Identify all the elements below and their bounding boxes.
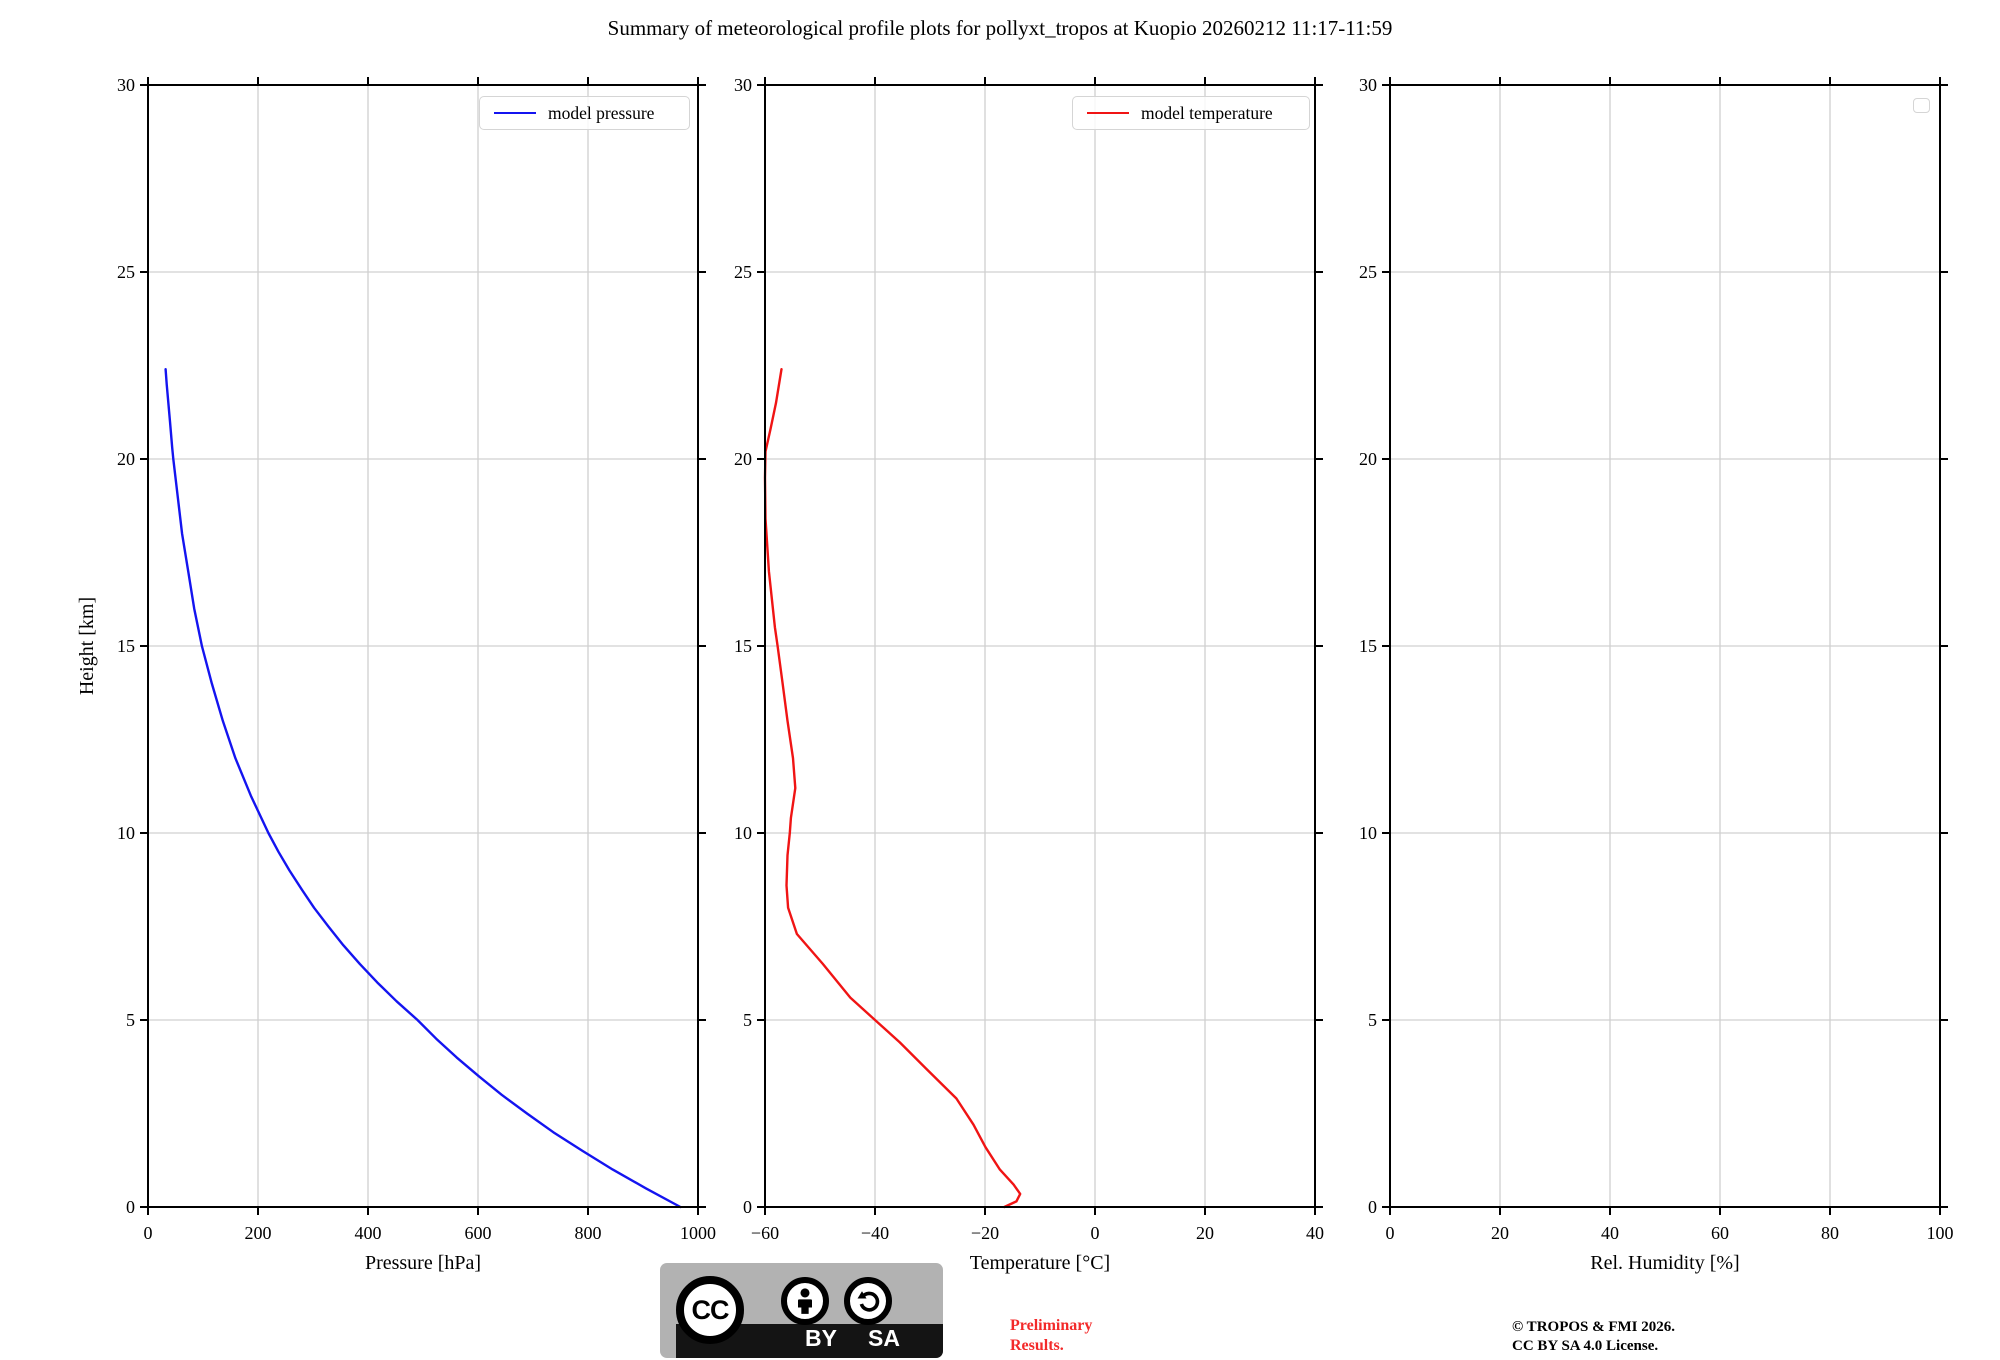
svg-text:−60: −60 [751,1223,779,1243]
svg-text:0: 0 [1091,1223,1100,1243]
svg-text:30: 30 [117,75,135,95]
svg-text:20: 20 [1359,449,1377,469]
svg-text:Temperature [°C]: Temperature [°C] [970,1252,1110,1274]
copyright-line2: CC BY SA 4.0 License. [1512,1337,1659,1354]
copyright-note: © TROPOS & FMI 2026. CC BY SA 4.0 Licens… [1512,1318,1675,1356]
svg-text:20: 20 [1196,1223,1214,1243]
svg-text:0: 0 [144,1223,153,1243]
legend-humidity-empty [1913,98,1930,113]
svg-text:Height [km]: Height [km] [76,597,98,695]
svg-text:−20: −20 [971,1223,999,1243]
svg-text:15: 15 [117,636,135,656]
cc-sa-label: SA [868,1325,900,1351]
preliminary-line2: Results. [1010,1336,1064,1354]
svg-text:60: 60 [1711,1223,1729,1243]
svg-text:600: 600 [465,1223,492,1243]
svg-text:Pressure [hPa]: Pressure [hPa] [365,1252,481,1274]
svg-text:200: 200 [245,1223,272,1243]
svg-text:10: 10 [117,823,135,843]
svg-text:100: 100 [1927,1223,1954,1243]
cc-sa-arrow-icon [844,1277,892,1325]
preliminary-line1: Preliminary [1010,1317,1093,1334]
svg-text:5: 5 [743,1010,752,1030]
svg-text:15: 15 [1359,636,1377,656]
svg-text:40: 40 [1601,1223,1619,1243]
svg-text:−40: −40 [861,1223,889,1243]
svg-text:80: 80 [1821,1223,1839,1243]
svg-text:5: 5 [126,1010,135,1030]
copyright-line1: © TROPOS & FMI 2026. [1512,1319,1676,1335]
preliminary-results-note: Preliminary Results. [1010,1316,1092,1355]
svg-text:30: 30 [734,75,752,95]
svg-text:Rel. Humidity [%]: Rel. Humidity [%] [1590,1252,1739,1274]
cc-by-person-icon [781,1277,829,1325]
svg-text:0: 0 [126,1197,135,1217]
svg-text:40: 40 [1306,1223,1324,1243]
cc-license-badge: BY SA CC [660,1263,943,1358]
legend-label-pressure: model pressure [548,102,655,123]
pressure-legend-line-icon [494,111,536,115]
svg-text:1000: 1000 [680,1223,716,1243]
svg-text:400: 400 [355,1223,382,1243]
cc-logo-text: CC [691,1294,730,1325]
legend-label-temperature: model temperature [1141,102,1273,123]
svg-text:5: 5 [1368,1010,1377,1030]
legend-model-temperature: model temperature [1072,96,1310,130]
svg-text:10: 10 [1359,823,1377,843]
temperature-legend-line-icon [1087,111,1129,115]
svg-text:25: 25 [734,262,752,282]
cc-by-label: BY [805,1325,837,1351]
svg-text:0: 0 [1386,1223,1395,1243]
cc-logo-icon: CC [676,1276,744,1344]
svg-text:15: 15 [734,636,752,656]
svg-text:25: 25 [1359,262,1377,282]
legend-model-pressure: model pressure [479,96,690,130]
svg-text:800: 800 [575,1223,602,1243]
svg-text:0: 0 [743,1197,752,1217]
svg-text:20: 20 [117,449,135,469]
svg-text:30: 30 [1359,75,1377,95]
svg-text:10: 10 [734,823,752,843]
figure-title: Summary of meteorological profile plots … [607,16,1393,40]
svg-text:20: 20 [734,449,752,469]
svg-text:0: 0 [1368,1197,1377,1217]
svg-text:20: 20 [1491,1223,1509,1243]
svg-text:25: 25 [117,262,135,282]
